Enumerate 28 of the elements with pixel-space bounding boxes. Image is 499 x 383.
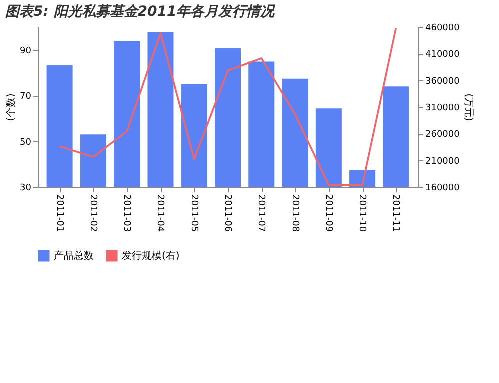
y2-tick-label: 160000	[426, 184, 460, 194]
y2-tick-label: 310000	[426, 104, 460, 114]
y2-tick-label: 260000	[426, 130, 460, 140]
x-tick-label: 2011-11	[390, 194, 401, 232]
x-tick-label: 2011-04	[155, 194, 166, 232]
line-series	[58, 27, 398, 186]
x-tick-label: 2011-07	[256, 194, 266, 232]
y-tick-label: 30	[20, 184, 32, 194]
x-tick-label: 2011-02	[88, 194, 98, 232]
x-tick-label: 2011-08	[290, 194, 300, 232]
y2-tick-label: 210000	[426, 156, 460, 167]
x-tick-label: 2011-06	[222, 194, 232, 232]
y2-tick-label: 360000	[426, 76, 460, 87]
x-tick-label: 2011-09	[323, 194, 334, 232]
y-axis-title: (个数)	[5, 94, 18, 122]
y2-axis-title: (万元)	[462, 94, 474, 122]
y-tick-label: 70	[20, 92, 32, 102]
x-tick-label: 2011-03	[122, 194, 132, 232]
legend-label: 产品总数	[54, 250, 94, 262]
y2-tick-label: 410000	[426, 50, 460, 60]
legend-label: 发行规模(右)	[122, 250, 180, 262]
x-tick-label: 2011-05	[188, 194, 199, 232]
x-tick-label: 2011-10	[357, 194, 368, 232]
y2-tick-label: 460000	[426, 24, 460, 34]
y-tick-label: 90	[20, 46, 32, 56]
y-tick-label: 50	[20, 138, 32, 148]
chart-title: 图表5: 阳光私募基金2011年各月发行情况	[6, 4, 277, 20]
x-tick-label: 2011-01	[54, 194, 64, 232]
